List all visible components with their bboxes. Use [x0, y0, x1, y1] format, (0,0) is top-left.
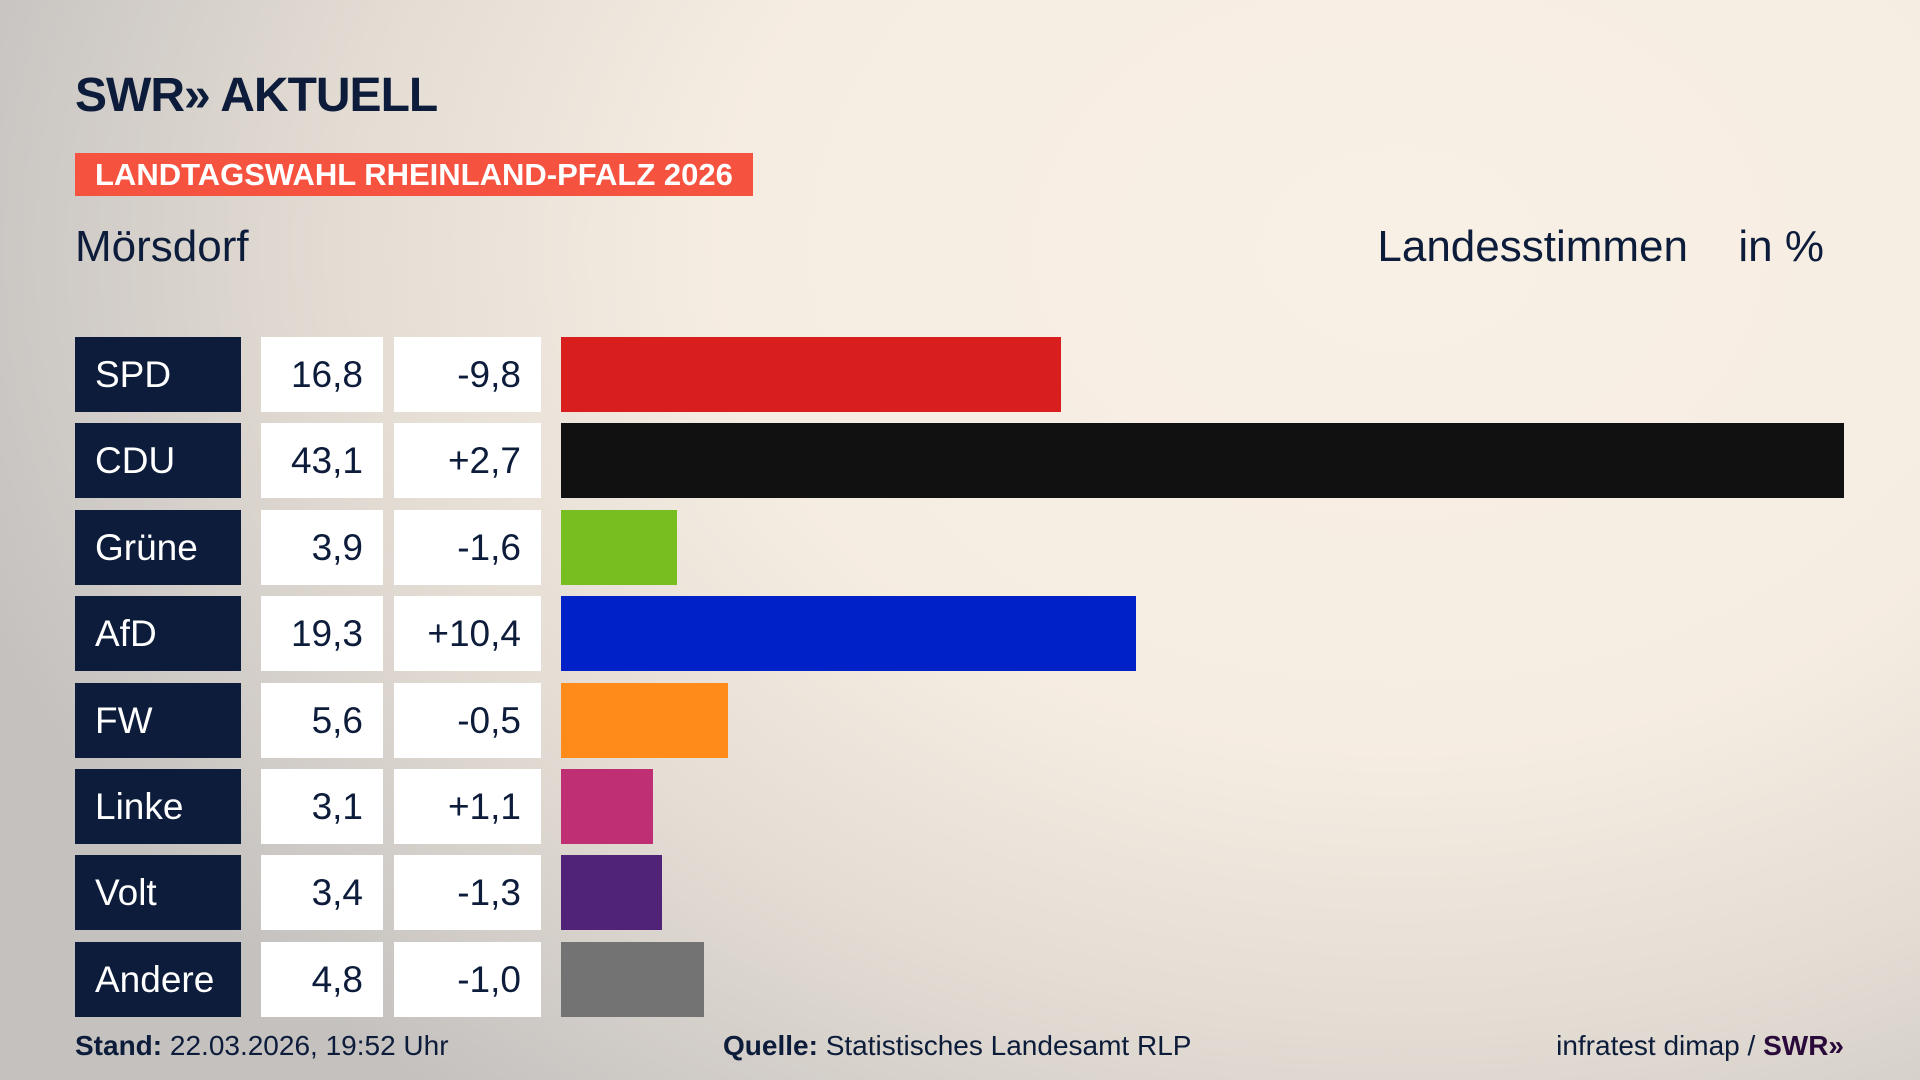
- party-label: Volt: [75, 855, 241, 931]
- value-label: 16,8: [261, 337, 383, 412]
- diff-label: -1,3: [394, 855, 541, 931]
- party-label: Linke: [75, 769, 241, 844]
- vote-type-label: Landesstimmen: [1377, 222, 1688, 271]
- swr-aktuell-logo: SWR» AKTUELL: [75, 69, 438, 122]
- credit: infratest dimap / SWR»: [1556, 1030, 1844, 1062]
- bar-volt: [561, 855, 663, 931]
- bar-andere: [561, 941, 704, 1017]
- party-label: Grüne: [75, 509, 241, 585]
- party-label: Andere: [75, 941, 241, 1017]
- timestamp: Stand: 22.03.2026, 19:52 Uhr: [75, 1030, 449, 1062]
- bar-spd: [561, 337, 1062, 412]
- value-label: 4,8: [261, 941, 383, 1017]
- value-label: 43,1: [261, 423, 383, 499]
- diff-label: -1,6: [394, 509, 541, 585]
- stand-value: 22.03.2026, 19:52 Uhr: [169, 1030, 449, 1061]
- value-label: 3,4: [261, 855, 383, 931]
- source: Quelle: Statistisches Landesamt RLP: [723, 1030, 1191, 1062]
- party-label: FW: [75, 682, 241, 758]
- bar-cdu: [561, 423, 1844, 499]
- swr-logo: SWR»: [1763, 1030, 1844, 1061]
- source-label: Quelle:: [723, 1030, 818, 1061]
- diff-label: -1,0: [394, 941, 541, 1017]
- diff-label: +10,4: [394, 596, 541, 672]
- stand-label: Stand:: [75, 1030, 163, 1061]
- diff-label: -9,8: [394, 337, 541, 412]
- diff-label: +1,1: [394, 769, 541, 844]
- source-value: Statistisches Landesamt RLP: [825, 1030, 1192, 1061]
- party-label: SPD: [75, 337, 241, 412]
- diff-label: +2,7: [394, 423, 541, 499]
- diff-label: -0,5: [394, 682, 541, 758]
- place-title: Mörsdorf: [75, 222, 249, 271]
- value-label: 19,3: [261, 596, 383, 672]
- bar-linke: [561, 769, 654, 844]
- credit-text: infratest dimap /: [1556, 1030, 1756, 1061]
- value-label: 5,6: [261, 682, 383, 758]
- unit-label: in %: [1738, 222, 1824, 271]
- value-label: 3,9: [261, 509, 383, 585]
- value-label: 3,1: [261, 769, 383, 844]
- bar-fw: [561, 682, 728, 758]
- bar-afd: [561, 596, 1136, 672]
- party-label: AfD: [75, 596, 241, 672]
- party-label: CDU: [75, 423, 241, 499]
- election-banner: LANDTAGSWAHL RHEINLAND-PFALZ 2026: [75, 153, 753, 196]
- bar-grüne: [561, 509, 678, 585]
